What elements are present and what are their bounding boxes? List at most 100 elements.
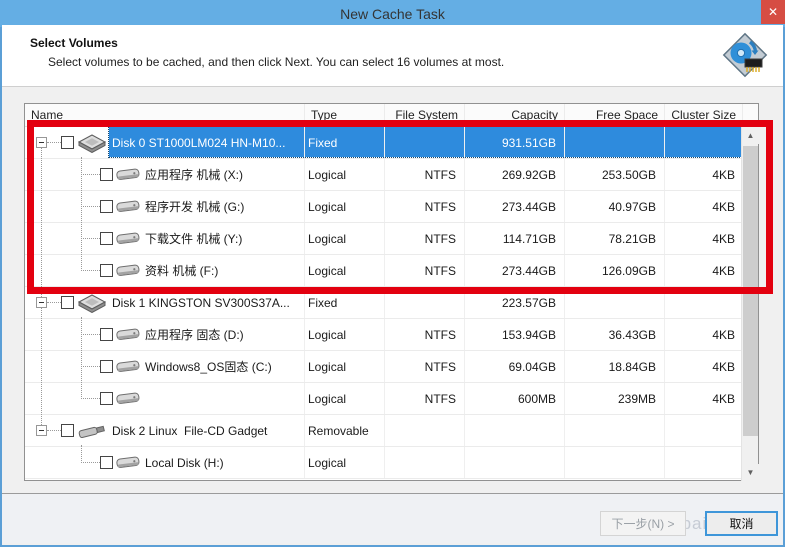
tree-connector-line (81, 445, 82, 463)
volume-icon (116, 231, 140, 246)
table-row[interactable]: 应用程序 机械 (X:) Logical NTFS 269.92GB 253.50GB 4… (25, 159, 743, 191)
selection-highlight (108, 126, 744, 158)
volume-checkbox[interactable] (100, 360, 113, 373)
title-bar: New Cache Task ✕ (0, 0, 785, 27)
cell-free: 78.21GB (565, 223, 665, 254)
volume-checkbox[interactable] (100, 200, 113, 213)
tree-collapse-icon[interactable] (36, 137, 47, 148)
scroll-up-icon[interactable]: ▲ (742, 127, 759, 144)
cancel-button[interactable]: 取消 (705, 511, 778, 536)
cell-fs: NTFS (385, 191, 465, 222)
volume-checkbox[interactable] (100, 264, 113, 277)
next-button[interactable]: 下一步(N) > (600, 511, 686, 536)
table-row[interactable]: Windows8_OS固态 (C:) Logical NTFS 69.04GB 18.8… (25, 351, 743, 383)
cell-type: Logical (305, 351, 385, 382)
cell-fs: NTFS (385, 351, 465, 382)
table-row[interactable]: 资料 机械 (F:) Logical NTFS 273.44GB 126.09GB 4KB (25, 255, 743, 287)
column-header-name[interactable]: Name (25, 104, 305, 126)
cell-type: Logical (305, 191, 385, 222)
window-title: New Cache Task (340, 5, 445, 22)
volume-icon (116, 199, 140, 214)
table-row[interactable]: Disk 2 Linux File-CD Gadget Removable (25, 415, 743, 447)
volume-checkbox[interactable] (61, 424, 74, 437)
vertical-scrollbar[interactable]: ▲ ▼ (741, 127, 759, 481)
table-header-row: Name Type File System Capacity Free Space Clu… (25, 104, 758, 127)
cell-capacity: 600MB (465, 383, 565, 414)
table-row[interactable]: Disk 0 ST1000LM024 HN-M10... Fixed 931.51G… (25, 126, 744, 159)
column-header-capacity[interactable]: Capacity (465, 104, 565, 126)
cell-type: Logical (305, 223, 385, 254)
cell-fs (385, 447, 465, 478)
volume-name: 应用程序 机械 (X:) (145, 168, 243, 182)
column-header-file-system[interactable]: File System (385, 104, 465, 126)
volume-icon (116, 391, 140, 406)
table-row[interactable]: Disk 1 KINGSTON SV300S37A... Fixed 223.57G… (25, 287, 743, 319)
tree-connector-line (81, 157, 82, 271)
cell-cluster: 4KB (712, 263, 735, 278)
tree-connector-stub (81, 174, 100, 175)
volume-checkbox[interactable] (100, 392, 113, 405)
cell-cluster (665, 287, 743, 318)
table-row[interactable]: Local Disk (H:) Logical (25, 447, 743, 479)
cell-type: Fixed (305, 287, 385, 318)
cell-cluster: 4KB (712, 391, 735, 406)
tree-connector-stub (81, 366, 100, 367)
tree-connector-stub (81, 206, 100, 207)
cell-capacity: 273.44GB (465, 255, 565, 286)
volume-name: Disk 1 KINGSTON SV300S37A... (112, 295, 290, 310)
hdd-icon (77, 133, 107, 153)
cell-free: 126.09GB (565, 255, 665, 286)
table-row[interactable]: 下载文件 机械 (Y:) Logical NTFS 114.71GB 78.21GB 4K… (25, 223, 743, 255)
page-title: Select Volumes (30, 36, 118, 50)
volume-name: 应用程序 固态 (D:) (145, 328, 244, 342)
page-subtitle: Select volumes to be cached, and then cl… (48, 55, 505, 69)
cell-fs: NTFS (385, 319, 465, 350)
tree-collapse-icon[interactable] (36, 425, 47, 436)
cell-capacity: 931.51GB (465, 127, 565, 158)
cell-fs: NTFS (385, 255, 465, 286)
hdd-icon (77, 293, 107, 313)
table-row[interactable]: Logical NTFS 600MB 239MB 4KB (25, 383, 743, 415)
volume-checkbox[interactable] (100, 328, 113, 341)
volume-checkbox[interactable] (100, 456, 113, 469)
cell-type: Fixed (305, 127, 385, 158)
cell-cluster (665, 415, 743, 446)
cell-free: 239MB (565, 383, 665, 414)
scrollbar-thumb[interactable] (743, 146, 758, 436)
column-header-type[interactable]: Type (305, 104, 385, 126)
column-header-free-space[interactable]: Free Space (565, 104, 665, 126)
cell-fs: NTFS (385, 223, 465, 254)
cell-type: Logical (305, 159, 385, 190)
cell-cluster (665, 127, 743, 158)
cell-free: 36.43GB (565, 319, 665, 350)
tree-connector-stub (47, 142, 61, 143)
column-header-cluster-size[interactable]: Cluster Size (665, 104, 743, 126)
cell-type: Logical (305, 319, 385, 350)
tree-connector-stub (47, 302, 61, 303)
cell-cluster (665, 447, 743, 478)
cell-cluster: 4KB (712, 231, 735, 246)
cell-free (565, 127, 665, 158)
tree-collapse-icon[interactable] (36, 297, 47, 308)
volume-checkbox[interactable] (100, 168, 113, 181)
cell-free: 253.50GB (565, 159, 665, 190)
cell-free (565, 415, 665, 446)
volumes-table: Name Type File System Capacity Free Space Clu… (24, 103, 759, 481)
tree-connector-stub (81, 462, 100, 463)
table-row[interactable]: 应用程序 固态 (D:) Logical NTFS 153.94GB 36.43GB 4K… (25, 319, 743, 351)
table-body: Disk 0 ST1000LM024 HN-M10... Fixed 931.51G… (25, 126, 744, 479)
cell-fs (385, 415, 465, 446)
cell-fs (385, 287, 465, 318)
volume-checkbox[interactable] (61, 296, 74, 309)
cell-cluster: 4KB (712, 167, 735, 182)
volume-checkbox[interactable] (100, 232, 113, 245)
tree-connector-stub (47, 430, 61, 431)
scroll-down-icon[interactable]: ▼ (742, 464, 759, 481)
close-icon[interactable]: ✕ (761, 0, 785, 24)
usb-icon (77, 422, 107, 440)
cell-capacity: 153.94GB (465, 319, 565, 350)
volume-icon (116, 359, 140, 374)
table-row[interactable]: 程序开发 机械 (G:) Logical NTFS 273.44GB 40.97GB 4K… (25, 191, 743, 223)
volume-checkbox[interactable] (61, 136, 74, 149)
